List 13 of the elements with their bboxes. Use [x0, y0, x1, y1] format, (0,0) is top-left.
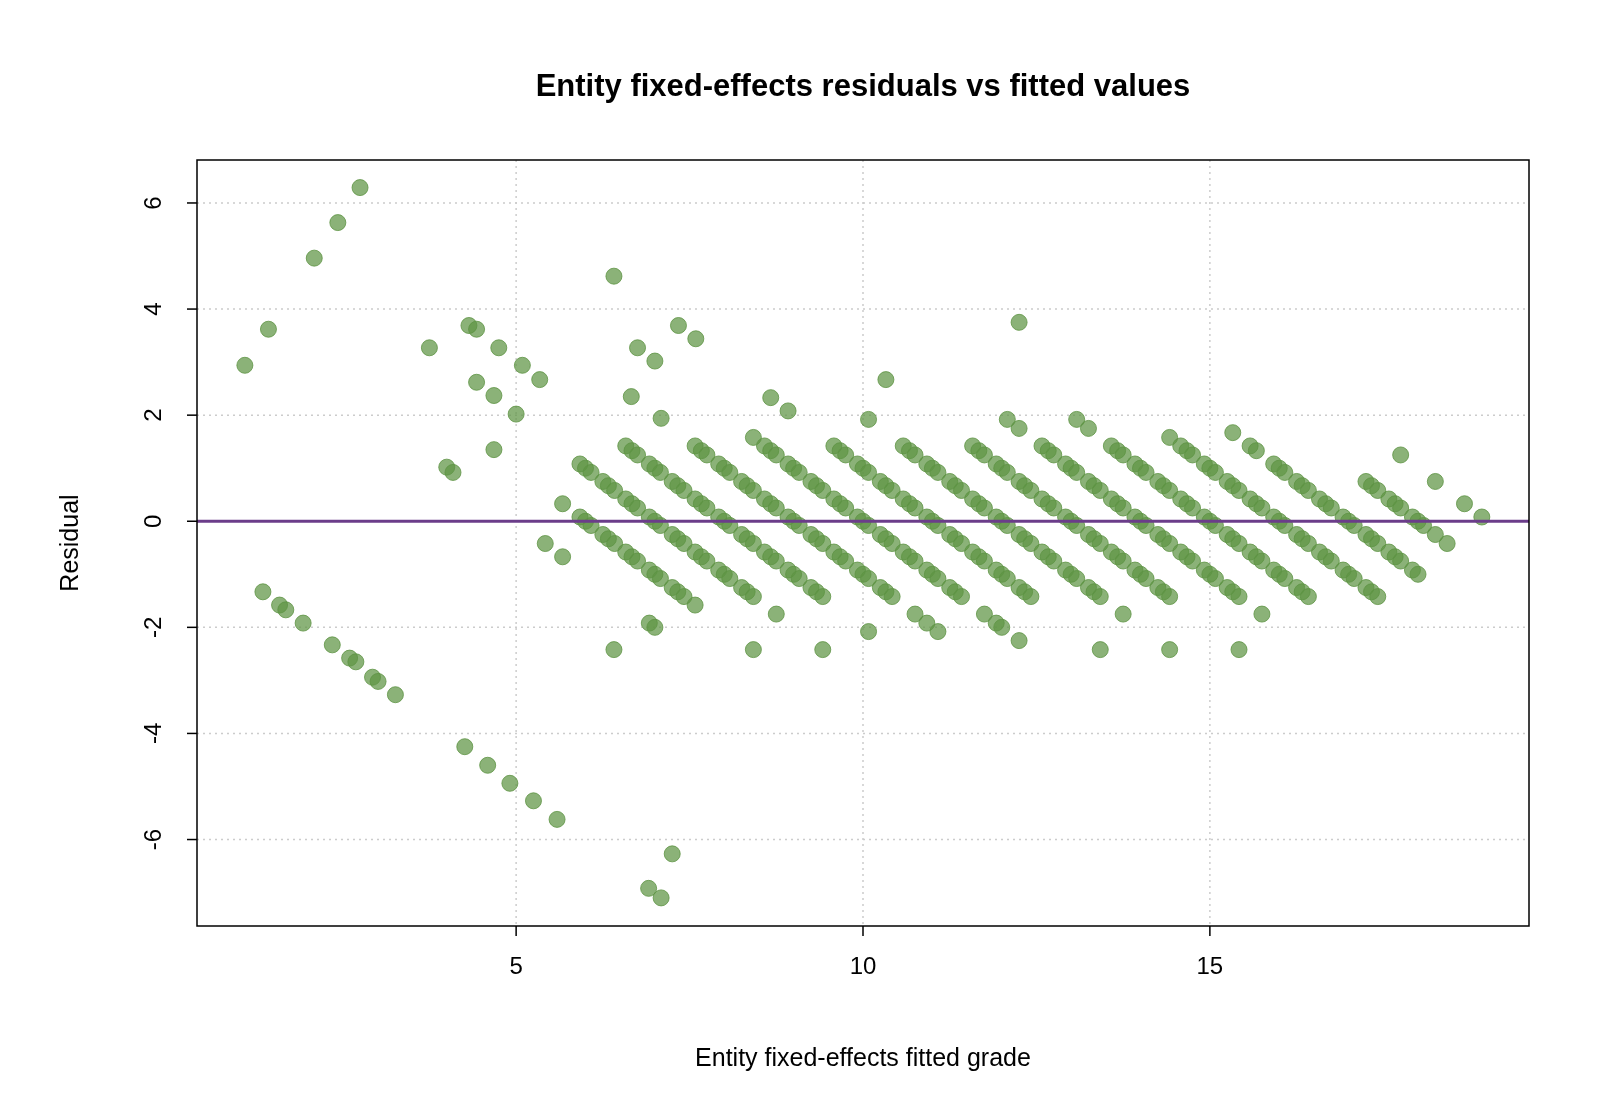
y-tick-label: -2 [139, 616, 166, 639]
x-axis-title: Entity fixed-effects fitted grade [695, 1043, 1031, 1071]
y-tick-label: -6 [139, 828, 166, 851]
chart-title: Entity fixed-effects residuals vs fitted values [535, 68, 1191, 103]
x-tick-label: 5 [509, 952, 523, 979]
y-tick-label: 0 [139, 514, 166, 528]
x-tick-label: 15 [1196, 952, 1224, 979]
y-tick-label: 2 [139, 408, 166, 422]
y-axis-title: Residual [55, 494, 83, 592]
y-tick-label: 6 [139, 196, 166, 210]
y-tick-label: -4 [139, 722, 166, 745]
x-tick-label: 10 [849, 952, 877, 979]
y-tick-label: 4 [139, 302, 166, 316]
